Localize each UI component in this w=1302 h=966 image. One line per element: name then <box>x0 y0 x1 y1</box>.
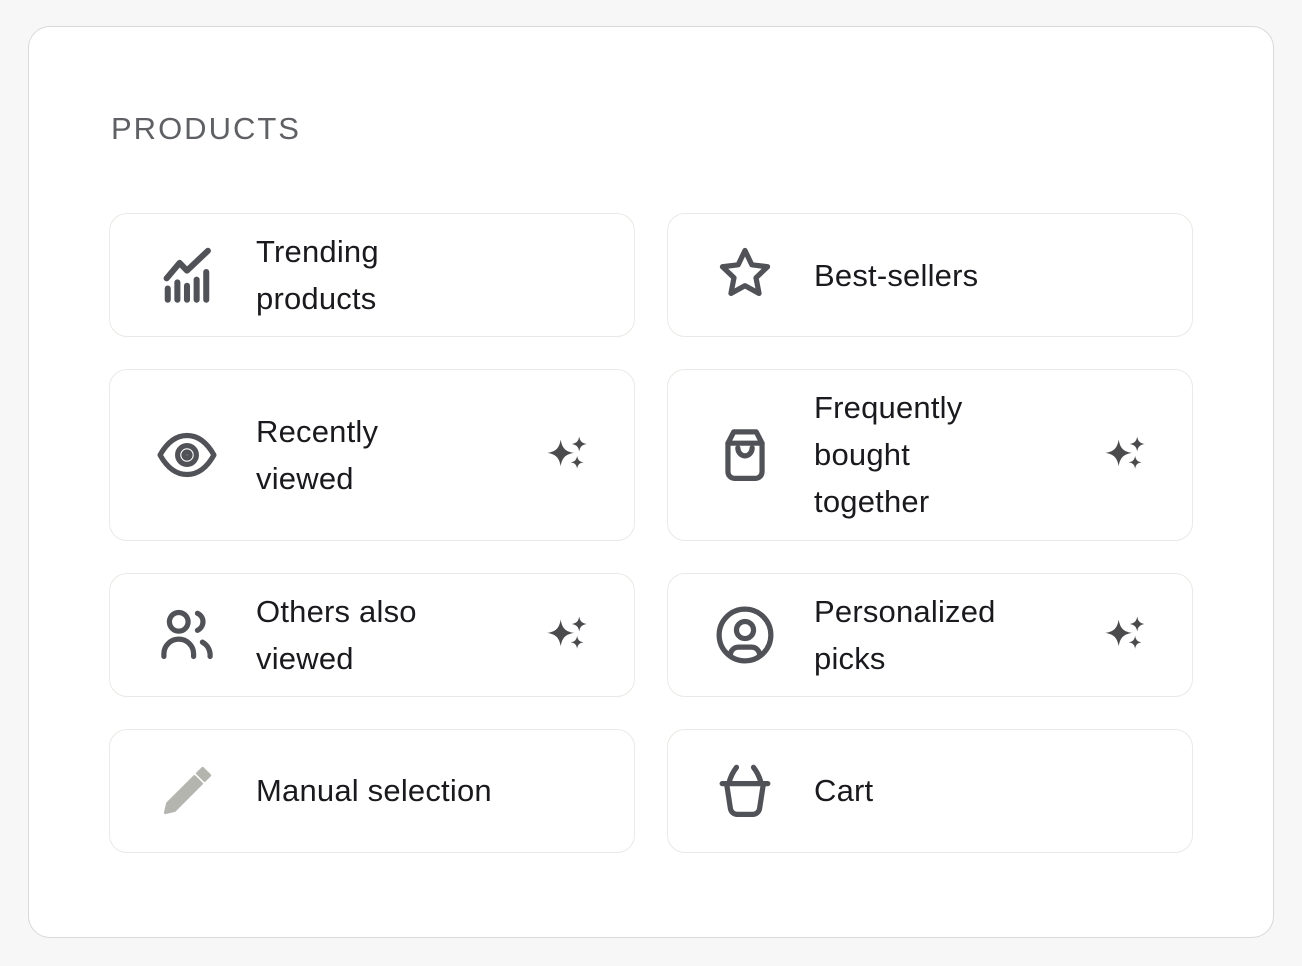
option-manual-selection[interactable]: Manual selection <box>109 728 635 853</box>
option-cart[interactable]: Cart <box>667 728 1193 853</box>
option-best-sellers[interactable]: Best-sellers <box>667 213 1193 338</box>
basket-icon <box>712 758 778 824</box>
option-label-cart: Cart <box>814 773 874 809</box>
shopping-bag-icon <box>712 422 778 488</box>
products-section-heading: PRODUCTS <box>111 111 301 146</box>
trending-chart-icon <box>154 242 220 308</box>
eye-icon <box>154 422 220 488</box>
option-label-personalized-picks: Personalized picks <box>814 593 996 676</box>
option-label-best-sellers: Best-sellers <box>814 257 979 293</box>
option-personalized-picks[interactable]: Personalized picks <box>667 572 1193 697</box>
option-trending-products[interactable]: Trending products <box>109 213 635 338</box>
user-circle-icon <box>712 602 778 668</box>
option-label-frequently-bought-together: Frequently bought together <box>814 390 963 520</box>
ai-sparkles-icon <box>528 610 594 660</box>
option-label-others-also-viewed: Others also viewed <box>256 593 417 676</box>
ai-sparkles-icon <box>1086 430 1152 480</box>
option-label-recently-viewed: Recently viewed <box>256 413 379 496</box>
option-label-trending-products: Trending products <box>256 234 379 317</box>
ai-sparkles-icon <box>1086 610 1152 660</box>
option-label-manual-selection: Manual selection <box>256 773 492 809</box>
option-recently-viewed[interactable]: Recently viewed <box>109 369 635 541</box>
option-frequently-bought-together[interactable]: Frequently bought together <box>667 369 1193 541</box>
option-others-also-viewed[interactable]: Others also viewed <box>109 572 635 697</box>
products-panel: PRODUCTS Trending products Best-sellers … <box>28 26 1274 938</box>
product-source-options-grid: Trending products Best-sellers Recently … <box>109 213 1193 853</box>
ai-sparkles-icon <box>528 430 594 480</box>
users-icon <box>154 602 220 668</box>
star-icon <box>712 242 778 308</box>
pencil-icon <box>154 758 220 824</box>
